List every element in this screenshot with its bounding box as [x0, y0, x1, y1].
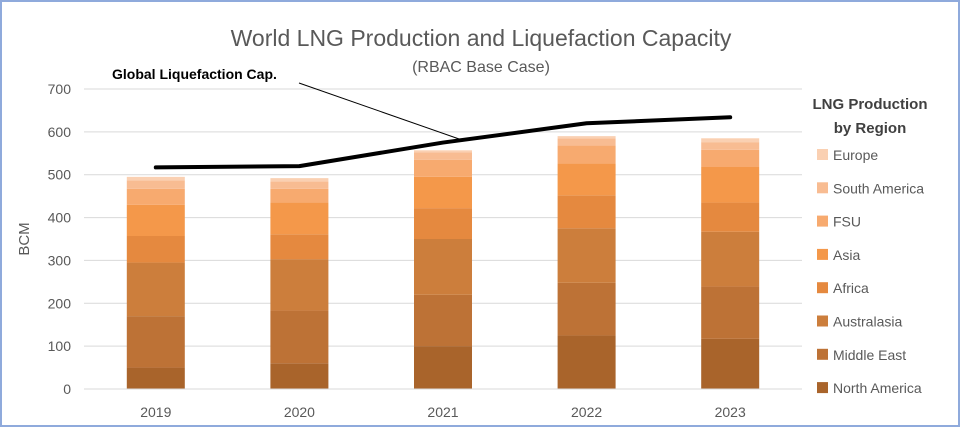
legend-swatch-asia: [817, 248, 828, 260]
legend-title: LNG Production: [813, 96, 928, 113]
legend-label-south-america: South America: [833, 180, 924, 196]
annotation-leader-line: [298, 82, 463, 141]
bar-segment-north-america: [414, 346, 472, 389]
legend-swatch-middle-east: [817, 348, 828, 360]
bar-segment-australasia: [701, 231, 760, 287]
x-tick-label: 2019: [140, 404, 171, 420]
bar-segment-fsu: [270, 188, 329, 203]
bar-segment-south-america: [270, 181, 329, 189]
bar-segment-north-america: [701, 338, 760, 389]
bar-segment-north-america: [270, 363, 329, 389]
bar-segment-australasia: [414, 239, 472, 295]
y-tick-label: 100: [48, 338, 72, 354]
bar-segment-asia: [701, 167, 760, 203]
chart-subtitle: (RBAC Base Case): [412, 59, 550, 76]
legend-label-asia: Asia: [833, 247, 860, 263]
x-tick-labels: 2019 2020 2021 2022 2023: [140, 404, 746, 420]
bar-segment-africa: [414, 208, 472, 239]
bar-segment-africa: [701, 202, 760, 232]
legend-swatch-europe: [817, 149, 828, 160]
bar-segment-north-america: [126, 367, 185, 389]
legend-label-middle-east: Middle East: [833, 347, 906, 363]
stacked-bars: [126, 136, 760, 389]
liquefaction-capacity-line: [153, 115, 733, 170]
bar-segment-australasia: [270, 259, 329, 311]
bar-segment-middle-east: [270, 310, 329, 364]
bar-segment-asia: [557, 163, 616, 196]
y-tick-label: 700: [48, 81, 72, 97]
bar-segment-asia: [126, 204, 185, 236]
bar-segment-south-america: [701, 142, 760, 150]
bar-segment-australasia: [126, 262, 185, 317]
bar-segment-middle-east: [557, 282, 616, 336]
chart-title: World LNG Production and Liquefaction Ca…: [231, 25, 732, 51]
y-tick-labels: 0 100 200 300 400 500 600 700: [48, 81, 72, 397]
bar-segment-fsu: [126, 188, 185, 205]
bar-segment-middle-east: [701, 286, 760, 339]
legend-label-europe: Europe: [833, 147, 878, 163]
bar-segment-middle-east: [126, 316, 185, 368]
legend-label-africa: Africa: [833, 280, 869, 296]
bar-segment-asia: [414, 176, 472, 209]
bar-segment-north-america: [557, 335, 616, 389]
legend-label-australasia: Australasia: [833, 314, 902, 330]
bar-segment-europe: [557, 136, 616, 139]
x-tick-label: 2021: [427, 404, 458, 420]
legend-title: by Region: [834, 120, 907, 137]
bar-segment-africa: [126, 236, 185, 263]
bar-segment-europe: [701, 138, 760, 143]
bar-segment-africa: [557, 195, 616, 229]
bar-segment-south-america: [126, 180, 185, 189]
bar-segment-fsu: [557, 145, 616, 164]
bar-segment-fsu: [701, 149, 760, 167]
legend-label-north-america: North America: [833, 380, 922, 396]
y-tick-label: 500: [48, 167, 72, 183]
y-tick-label: 600: [48, 124, 72, 140]
legend-swatch-north-america: [817, 382, 828, 394]
bar-segment-south-america: [557, 138, 616, 146]
bar-segment-europe: [126, 176, 185, 181]
legend-swatch-south-america: [817, 182, 828, 194]
y-tick-label: 300: [48, 252, 72, 268]
bar-segment-south-america: [414, 152, 472, 160]
y-tick-label: 400: [48, 210, 72, 226]
legend-swatch-australasia: [817, 315, 828, 327]
bar-segment-asia: [270, 202, 329, 235]
y-tick-label: 0: [63, 381, 71, 397]
bar-segment-europe: [414, 150, 472, 153]
bar-segment-fsu: [414, 159, 472, 177]
bar-segment-middle-east: [414, 294, 472, 347]
x-tick-label: 2023: [715, 404, 746, 420]
legend-swatch-africa: [817, 282, 828, 294]
bar-segment-africa: [270, 234, 329, 260]
bar-segment-europe: [270, 178, 329, 182]
x-tick-label: 2022: [571, 404, 602, 420]
bar-segment-australasia: [557, 228, 616, 283]
legend-label-fsu: FSU: [833, 214, 861, 230]
annotation-label: Global Liquefaction Cap.: [112, 66, 277, 82]
y-axis-title: BCM: [16, 222, 33, 255]
x-tick-label: 2020: [284, 404, 315, 420]
y-tick-label: 200: [48, 295, 72, 311]
legend-swatch-fsu: [817, 215, 828, 227]
legend: LNG Production by Region Europe South Ameri…: [813, 96, 928, 396]
